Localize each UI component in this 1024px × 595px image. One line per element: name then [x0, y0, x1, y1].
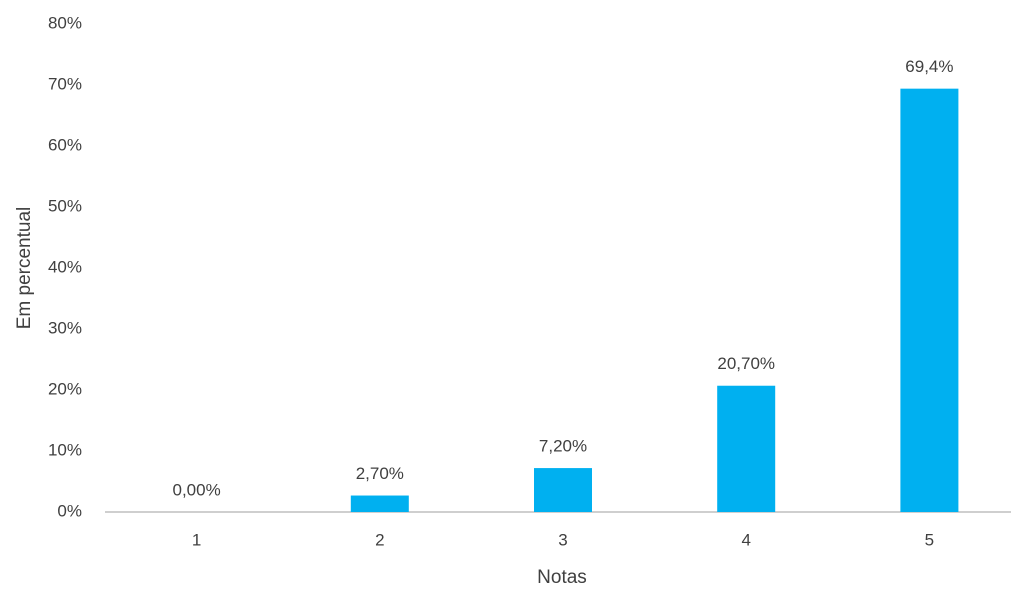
y-tick-label: 10% — [48, 440, 82, 459]
x-tick-label: 3 — [558, 530, 567, 549]
y-tick-label: 60% — [48, 135, 82, 154]
x-tick-label: 5 — [925, 530, 934, 549]
data-label: 69,4% — [905, 57, 953, 76]
data-label: 7,20% — [539, 437, 587, 456]
x-tick-label: 1 — [192, 530, 201, 549]
y-tick-label: 50% — [48, 196, 82, 215]
y-axis-title: Em percentual — [14, 207, 35, 330]
y-tick-label: 20% — [48, 379, 82, 398]
bar — [900, 88, 959, 512]
y-tick-label: 0% — [57, 501, 82, 520]
bar — [717, 385, 776, 512]
y-tick-label: 80% — [48, 13, 82, 32]
bar — [350, 495, 409, 512]
data-label: 0,00% — [172, 480, 220, 499]
bar — [534, 468, 592, 512]
y-tick-label: 40% — [48, 257, 82, 276]
data-label: 20,70% — [717, 354, 775, 373]
y-tick-label: 30% — [48, 318, 82, 337]
x-tick-label: 2 — [375, 530, 384, 549]
x-axis-title: Notas — [537, 567, 587, 588]
data-label: 2,70% — [356, 464, 404, 483]
x-tick-label: 4 — [741, 530, 750, 549]
y-tick-label: 70% — [48, 74, 82, 93]
